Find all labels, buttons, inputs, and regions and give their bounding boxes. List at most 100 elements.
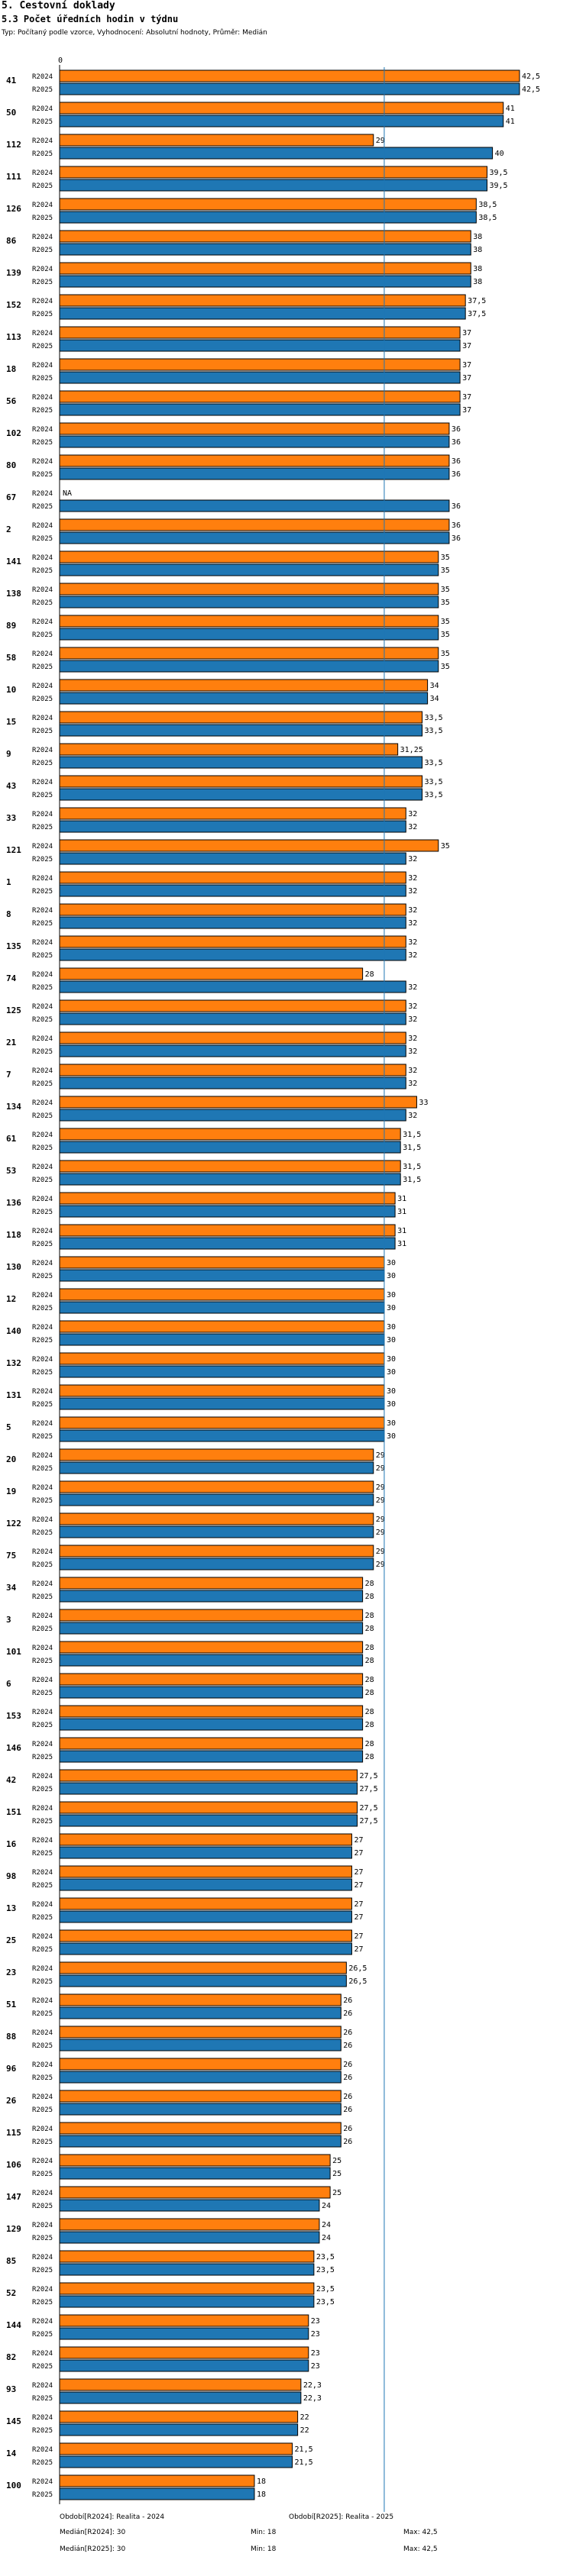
bar-r2025: [59, 820, 406, 833]
bar-r2025: [59, 1590, 364, 1603]
category-label: 122: [6, 1519, 21, 1528]
value-label: 27: [354, 1945, 363, 1954]
value-label: 27: [354, 1868, 363, 1877]
value-label: 37: [462, 374, 471, 383]
stat-median-2024: Medián[R2024]: 30: [60, 2529, 126, 2536]
series-label: R2025: [32, 824, 53, 831]
series-label: R2024: [32, 554, 53, 562]
series-label: R2024: [32, 1356, 53, 1364]
bar-r2025: [59, 1686, 364, 1699]
series-label: R2025: [32, 1497, 53, 1505]
bar-r2024: [59, 775, 423, 788]
bar-r2025: [59, 1429, 385, 1442]
value-label: 32: [408, 1067, 417, 1075]
category-label: 50: [6, 108, 16, 118]
series-label: R2024: [32, 618, 53, 626]
bar-r2024: [59, 1096, 417, 1109]
category-label: 115: [6, 2128, 21, 2138]
bar-r2025: [59, 1622, 364, 1635]
value-label: 29: [376, 1548, 385, 1556]
category-label: 42: [6, 1775, 16, 1785]
bar-r2025: [59, 499, 450, 512]
bar-r2024: [59, 807, 406, 820]
value-label: 33,5: [425, 791, 443, 799]
series-label: R2024: [32, 2318, 53, 2326]
value-label: 26: [343, 2029, 352, 2037]
bar-r2024: [59, 2122, 342, 2135]
bar-r2024: [59, 454, 450, 467]
value-label: 28: [365, 1580, 374, 1588]
series-label: R2025: [32, 1177, 53, 1184]
bar-r2025: [59, 147, 494, 160]
series-label: R2024: [32, 1260, 53, 1267]
series-label: R2024: [32, 1612, 53, 1620]
bar-r2024: [59, 1929, 352, 1942]
bar-r2024: [59, 2378, 302, 2391]
value-label: 37,5: [468, 310, 486, 318]
category-label: 80: [6, 460, 16, 470]
value-label: 29: [376, 1464, 385, 1473]
series-label: R2024: [32, 971, 53, 979]
bar-r2025: [59, 2199, 320, 2212]
value-label: 28: [365, 1740, 374, 1748]
value-label: 30: [387, 1432, 396, 1441]
bar-r2024: [59, 134, 374, 147]
series-label: R2025: [32, 2459, 53, 2467]
value-label: 37: [462, 393, 471, 402]
category-label: 58: [6, 653, 16, 663]
series-label: R2025: [32, 1209, 53, 1216]
series-label: R2024: [32, 266, 53, 273]
value-label: 39,5: [490, 169, 508, 177]
category-label: 26: [6, 2096, 17, 2106]
value-label: 36: [452, 470, 461, 479]
bar-r2024: [59, 1641, 364, 1654]
series-label: R2024: [32, 1452, 53, 1460]
value-label: 22: [300, 2413, 309, 2422]
series-label: R2024: [32, 1645, 53, 1652]
bar-r2025: [59, 1141, 401, 1154]
category-label: 7: [6, 1070, 11, 1080]
bar-r2024: [59, 294, 466, 307]
series-label: R2025: [32, 920, 53, 928]
category-label: 100: [6, 2481, 21, 2490]
value-label: 30: [387, 1355, 396, 1364]
bar-r2024: [59, 230, 471, 243]
bar-r2025: [59, 275, 471, 288]
bar-r2025: [59, 2231, 320, 2244]
series-label: R2024: [32, 1484, 53, 1492]
value-label: 36: [452, 425, 461, 434]
series-label: R2024: [32, 1965, 53, 1973]
value-label: 28: [365, 1644, 374, 1652]
value-label: 35: [441, 663, 450, 671]
bar-r2024: [59, 2442, 293, 2455]
category-label: 136: [6, 1198, 21, 1208]
series-label: R2024: [32, 1388, 53, 1396]
series-label: R2025: [32, 760, 53, 767]
bar-r2024: [59, 1577, 364, 1590]
value-label: 35: [441, 554, 450, 562]
category-label: 67: [6, 492, 16, 502]
value-label: 29: [376, 1483, 385, 1492]
bar-r2025: [59, 2295, 315, 2308]
bar-r2025: [59, 1654, 364, 1667]
value-label: 35: [441, 631, 450, 639]
bar-r2024: [59, 583, 439, 596]
series-label: R2024: [32, 2190, 53, 2197]
series-label: R2025: [32, 663, 53, 671]
bar-r2024: [59, 1256, 385, 1269]
bar-r2025: [59, 1397, 385, 1410]
bar-r2025: [59, 179, 488, 192]
series-label: R2024: [32, 1035, 53, 1043]
value-label: 35: [441, 618, 450, 626]
chart-info: Typ: Počítaný podle vzorce, Vyhodnocení:…: [2, 29, 267, 37]
category-label: 106: [6, 2160, 21, 2170]
series-label: R2024: [32, 298, 53, 305]
bar-r2025: [59, 1044, 406, 1057]
value-label: 23,5: [316, 2253, 335, 2261]
value-label: 35: [441, 650, 450, 658]
stat-min-2025: Min: 18: [251, 2545, 277, 2553]
bar-r2024: [59, 1801, 358, 1814]
value-label: 26: [343, 2042, 352, 2050]
bar-r2025: [59, 1782, 358, 1795]
category-label: 56: [6, 396, 17, 406]
